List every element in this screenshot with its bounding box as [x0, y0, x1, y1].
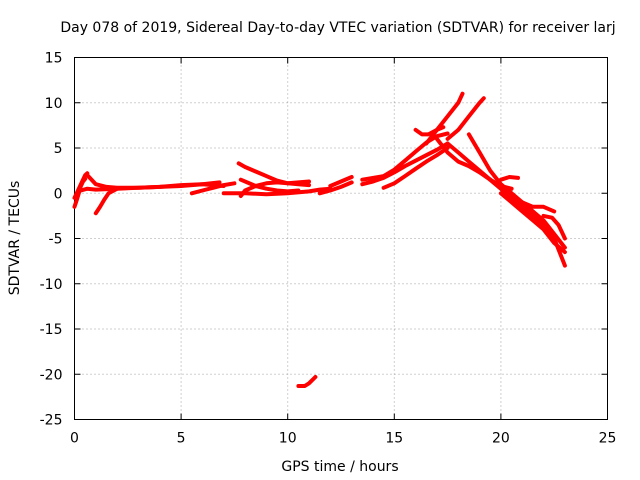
series-arc-25	[541, 213, 567, 241]
series-arc-6	[189, 181, 237, 196]
x-tick-label: 15	[385, 431, 403, 447]
series-arc-10	[221, 186, 333, 197]
series-arc-11	[317, 180, 354, 196]
series-arc-8	[238, 180, 311, 198]
y-axis-label: SDTVAR / TECUs	[7, 181, 23, 296]
data-series	[72, 91, 567, 388]
series-arc-22	[488, 177, 567, 268]
y-tick-label: -10	[40, 277, 63, 293]
series-arc-7	[236, 161, 311, 186]
series-arc-21	[466, 132, 567, 250]
x-tick-label: 25	[599, 431, 617, 447]
x-tick-label: 5	[177, 431, 186, 447]
series-arc-4	[78, 180, 222, 193]
chart-title: Day 078 of 2019, Sidereal Day-to-day VTE…	[60, 20, 615, 36]
gridlines	[74, 57, 608, 420]
series-arc-17	[424, 91, 465, 146]
series-arc-14	[360, 131, 450, 182]
series-arc-12	[328, 175, 354, 188]
y-tick-label: 5	[54, 141, 63, 157]
series-arc-15	[381, 146, 450, 190]
series-arc-27	[520, 200, 557, 214]
series-arc-2	[72, 171, 90, 200]
axis-ticks: 0 5 10 15 20 25 -25 -20 -15 -10 -5 0 5 10 15	[40, 51, 617, 447]
y-tick-label: 10	[45, 96, 63, 112]
y-tick-label: -5	[49, 232, 63, 248]
series-arc-24	[516, 204, 552, 236]
x-tick-label: 10	[279, 431, 297, 447]
series-arc-13	[360, 141, 450, 187]
y-tick-label: 0	[54, 186, 63, 202]
series-arc-18	[445, 96, 486, 141]
x-tick-label: 0	[70, 431, 79, 447]
series-arc-26	[498, 175, 520, 182]
plot-frame	[74, 57, 608, 420]
y-tick-label: -15	[40, 322, 63, 338]
series-arc-5	[93, 186, 120, 216]
y-tick-label: 15	[45, 51, 63, 67]
series-arc-28	[296, 375, 318, 388]
x-tick-label: 20	[492, 431, 510, 447]
x-axis-label: GPS time / hours	[281, 459, 398, 475]
y-tick-label: -20	[40, 367, 63, 383]
y-tick-label: -25	[40, 413, 63, 429]
